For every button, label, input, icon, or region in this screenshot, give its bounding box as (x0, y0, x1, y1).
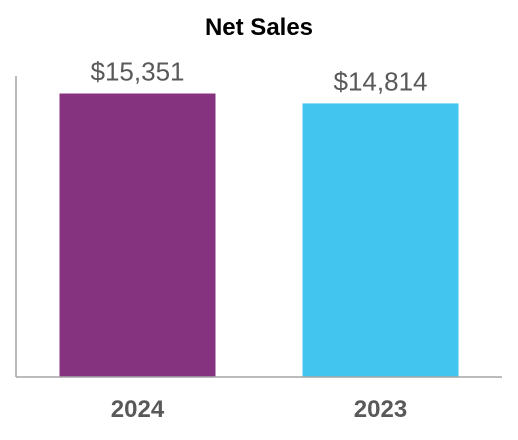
category-label-2023: 2023 (354, 396, 407, 423)
bar-2023 (302, 103, 459, 378)
chart-title: Net Sales (205, 14, 313, 41)
value-label-2023: $14,814 (334, 66, 428, 96)
bars-group (59, 93, 459, 378)
value-label-2024: $15,351 (91, 57, 185, 87)
category-label-2024: 2024 (111, 396, 165, 423)
value-labels-group: $15,351 $14,814 (91, 57, 428, 97)
category-labels-group: 2024 2023 (111, 396, 407, 423)
bar-2024 (59, 93, 216, 377)
